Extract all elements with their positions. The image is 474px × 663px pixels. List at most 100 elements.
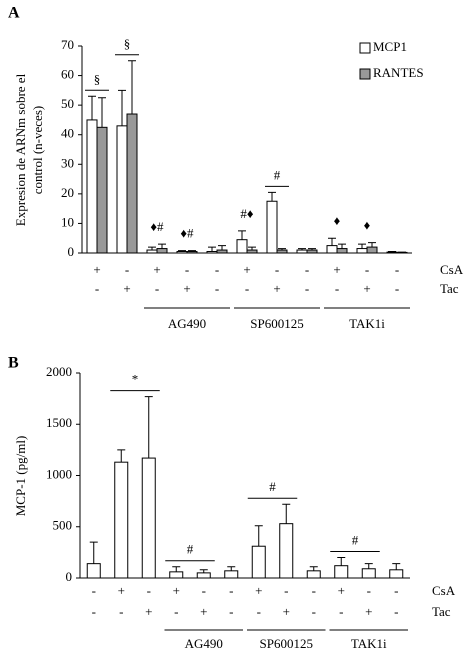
y-tick-label: 0 bbox=[66, 569, 73, 584]
condition-mark: + bbox=[273, 281, 280, 296]
bar bbox=[146, 249, 158, 254]
condition-mark: - bbox=[394, 604, 398, 619]
y-tick-label: 30 bbox=[61, 155, 74, 170]
y-tick-label: 70 bbox=[61, 37, 74, 52]
y-tick-label: 500 bbox=[53, 518, 73, 533]
condition-mark: - bbox=[284, 583, 288, 598]
bar bbox=[156, 248, 168, 254]
bar bbox=[126, 113, 138, 254]
group-label: TAK1i bbox=[349, 316, 385, 331]
bar bbox=[386, 251, 398, 254]
legend-label: RANTES bbox=[373, 65, 424, 80]
group-label: SP600125 bbox=[260, 636, 313, 651]
condition-mark: - bbox=[147, 583, 151, 598]
annotation: ♦ bbox=[334, 213, 341, 228]
condition-mark: + bbox=[118, 583, 125, 598]
bar bbox=[334, 565, 349, 579]
error-bar bbox=[338, 243, 346, 249]
annotation: # bbox=[187, 542, 194, 557]
error-bar bbox=[98, 97, 106, 128]
error-bar bbox=[238, 230, 246, 240]
error-bar bbox=[199, 569, 208, 573]
condition-mark: - bbox=[125, 262, 129, 277]
bar bbox=[206, 251, 218, 254]
bar bbox=[141, 457, 156, 579]
annotation: § bbox=[94, 71, 101, 86]
group-label: AG490 bbox=[168, 316, 206, 331]
legend-swatch bbox=[359, 68, 371, 80]
condition-mark: - bbox=[365, 262, 369, 277]
condition-mark: + bbox=[243, 262, 250, 277]
condition-mark: - bbox=[229, 583, 233, 598]
error-bar bbox=[172, 566, 181, 572]
error-bar bbox=[308, 248, 316, 251]
error-bar bbox=[388, 251, 396, 253]
condition-mark: - bbox=[367, 583, 371, 598]
condition-mark: - bbox=[395, 281, 399, 296]
annotation: * bbox=[132, 372, 139, 387]
condition-name: CsA bbox=[440, 262, 464, 277]
bar bbox=[176, 251, 188, 254]
error-bar bbox=[282, 503, 291, 524]
condition-mark: + bbox=[365, 604, 372, 619]
error-bar bbox=[227, 566, 236, 571]
group-label: SP600125 bbox=[250, 316, 303, 331]
condition-mark: + bbox=[153, 262, 160, 277]
annotation: # bbox=[274, 167, 281, 182]
bar bbox=[326, 245, 338, 254]
bar bbox=[114, 461, 129, 579]
bar bbox=[251, 545, 266, 579]
condition-name: CsA bbox=[432, 583, 456, 598]
bar bbox=[306, 249, 318, 254]
error-bar bbox=[128, 60, 136, 115]
y-axis-label: Expresion de ARNm sobre el bbox=[13, 73, 28, 226]
condition-mark: - bbox=[202, 583, 206, 598]
annotation: ♦ bbox=[364, 218, 371, 233]
error-bar bbox=[309, 566, 318, 571]
bar bbox=[246, 249, 258, 254]
condition-mark: - bbox=[155, 281, 159, 296]
error-bar bbox=[364, 563, 373, 569]
condition-mark: - bbox=[305, 281, 309, 296]
condition-mark: - bbox=[119, 604, 123, 619]
condition-mark: - bbox=[215, 262, 219, 277]
bar bbox=[279, 523, 294, 579]
annotation: ♦# bbox=[150, 219, 164, 234]
bar bbox=[356, 248, 368, 254]
group-label: AG490 bbox=[185, 636, 223, 651]
error-bar bbox=[328, 237, 336, 246]
error-bar bbox=[268, 191, 276, 202]
y-tick-label: 20 bbox=[61, 185, 74, 200]
condition-mark: - bbox=[185, 262, 189, 277]
bar bbox=[306, 570, 321, 579]
annotation: # bbox=[269, 479, 276, 494]
condition-mark: + bbox=[338, 583, 345, 598]
error-bar bbox=[148, 246, 156, 251]
bar bbox=[96, 126, 108, 254]
legend-label: MCP1 bbox=[373, 39, 407, 54]
condition-mark: - bbox=[92, 583, 96, 598]
bar bbox=[224, 570, 239, 579]
error-bar bbox=[89, 541, 98, 564]
condition-mark: - bbox=[174, 604, 178, 619]
condition-mark: + bbox=[333, 262, 340, 277]
annotation: #♦ bbox=[240, 206, 254, 221]
error-bar bbox=[358, 243, 366, 249]
y-tick-label: 2000 bbox=[46, 364, 72, 379]
bar bbox=[116, 125, 128, 254]
condition-mark: - bbox=[229, 604, 233, 619]
condition-mark: + bbox=[283, 604, 290, 619]
bar bbox=[276, 249, 288, 254]
bar bbox=[361, 568, 376, 579]
condition-mark: - bbox=[245, 281, 249, 296]
condition-mark: + bbox=[173, 583, 180, 598]
error-bar bbox=[298, 248, 306, 251]
condition-name: Tac bbox=[432, 604, 451, 619]
error-bar bbox=[118, 89, 126, 126]
bar bbox=[186, 251, 198, 254]
condition-mark: - bbox=[275, 262, 279, 277]
y-tick-label: 1000 bbox=[46, 466, 72, 481]
condition-name: Tac bbox=[440, 281, 459, 296]
condition-mark: + bbox=[145, 604, 152, 619]
